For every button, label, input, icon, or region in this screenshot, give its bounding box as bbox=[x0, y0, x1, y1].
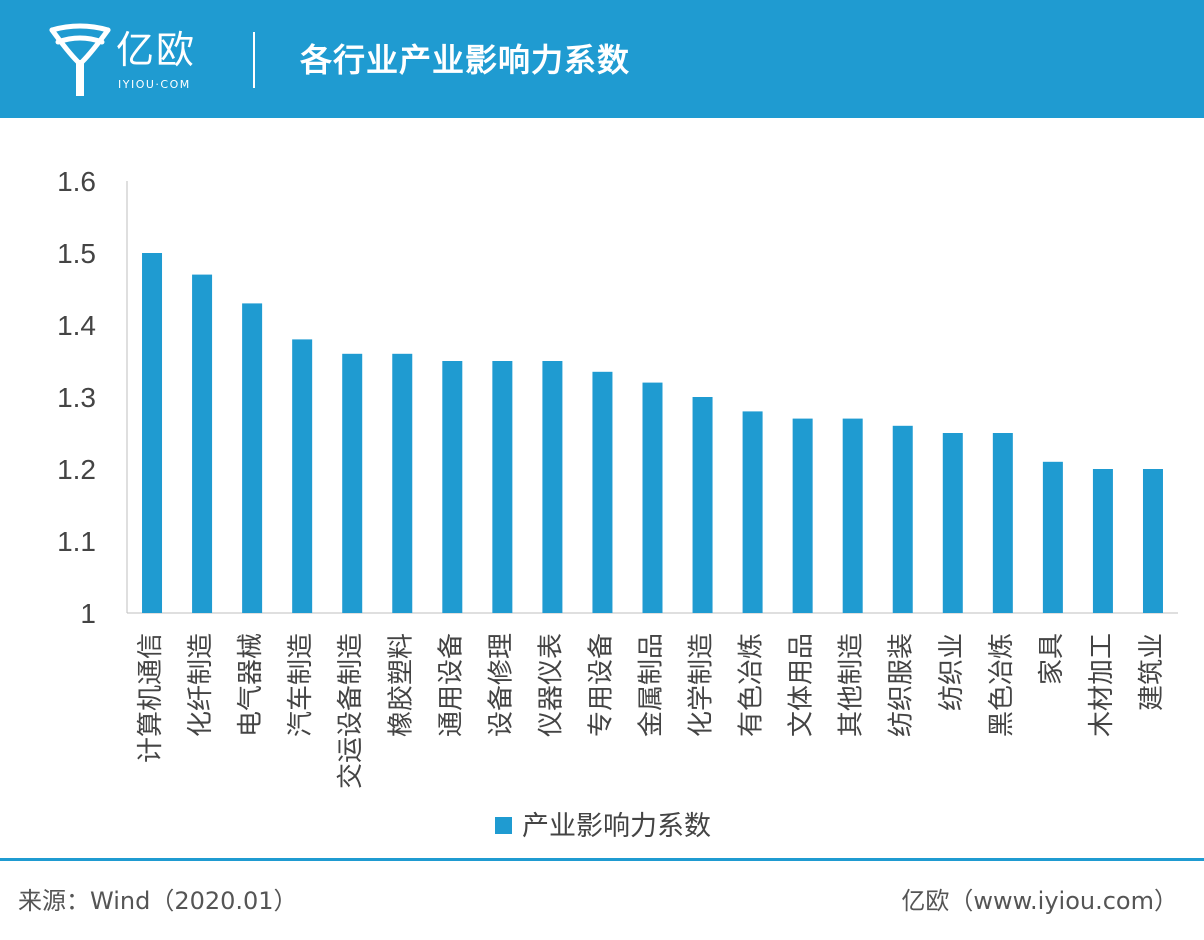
legend-swatch bbox=[495, 817, 512, 834]
x-tick-label: 橡胶塑料 bbox=[386, 633, 416, 737]
x-tick-label: 仪器仪表 bbox=[536, 633, 566, 737]
x-tick-label: 汽车制造 bbox=[286, 633, 316, 737]
bar bbox=[742, 411, 763, 613]
x-tick-label: 电气器械 bbox=[236, 633, 266, 737]
x-tick-label: 纺织业 bbox=[937, 633, 967, 711]
bar bbox=[442, 361, 463, 613]
header-divider bbox=[253, 32, 255, 88]
x-tick-label: 计算机通信 bbox=[136, 633, 166, 763]
bar-chart: 1 1.1 1.2 1.3 1.4 1.5 1.6 计算机通信 化纤制造 电气器械 汽车制造 交运设备… bbox=[57, 166, 1178, 842]
footer-source: 来源：Wind（2020.01） bbox=[18, 887, 298, 915]
footer-brand: 亿欧（www.iyiou.com） bbox=[901, 887, 1178, 915]
bar bbox=[242, 303, 263, 613]
page-title: 各行业产业影响力系数 bbox=[300, 41, 631, 79]
bar bbox=[542, 361, 563, 613]
x-tick-label: 通用设备 bbox=[436, 633, 466, 737]
bar bbox=[692, 397, 713, 613]
y-tick-label: 1.4 bbox=[57, 310, 96, 341]
logo-text: 亿欧 bbox=[116, 28, 197, 72]
x-tick-label: 交运设备制造 bbox=[336, 633, 366, 789]
x-tick-label: 木材加工 bbox=[1087, 633, 1117, 737]
x-tick-label: 有色冶炼 bbox=[737, 633, 767, 737]
header-bar: 亿欧 IYIOU·COM 各行业产业影响力系数 bbox=[0, 0, 1204, 118]
bar bbox=[942, 433, 963, 613]
legend-label: 产业影响力系数 bbox=[522, 811, 711, 842]
y-tick-label: 1.6 bbox=[57, 166, 96, 197]
bar bbox=[792, 418, 813, 613]
bar bbox=[492, 361, 513, 613]
bar bbox=[392, 353, 413, 613]
x-tick-label: 化学制造 bbox=[687, 633, 717, 737]
bar bbox=[292, 339, 313, 613]
bar bbox=[192, 274, 213, 613]
bar bbox=[142, 253, 163, 613]
iyiou-logo-icon bbox=[49, 23, 111, 96]
bar bbox=[1142, 469, 1163, 613]
y-tick-label: 1.2 bbox=[57, 454, 96, 485]
bar bbox=[1042, 461, 1063, 613]
footer-divider bbox=[0, 858, 1204, 861]
x-tick-label: 黑色冶炼 bbox=[987, 633, 1017, 737]
logo-subtext: IYIOU·COM bbox=[118, 78, 191, 91]
x-tick-label: 其他制造 bbox=[837, 633, 867, 737]
y-tick-label: 1.1 bbox=[57, 526, 96, 557]
x-tick-label: 家具 bbox=[1037, 633, 1067, 685]
x-tick-label: 建筑业 bbox=[1137, 633, 1167, 711]
y-tick-label: 1.5 bbox=[57, 238, 96, 269]
bar bbox=[592, 371, 613, 613]
bar bbox=[892, 425, 913, 613]
y-tick-label: 1 bbox=[80, 598, 96, 629]
x-tick-label: 金属制品 bbox=[637, 633, 667, 737]
x-tick-label: 设备修理 bbox=[486, 633, 516, 737]
x-tick-label: 文体用品 bbox=[787, 633, 817, 737]
x-tick-label: 专用设备 bbox=[586, 633, 616, 737]
bar bbox=[992, 433, 1013, 613]
y-tick-label: 1.3 bbox=[57, 382, 96, 413]
x-tick-label: 纺织服装 bbox=[887, 633, 917, 737]
bar bbox=[342, 353, 363, 613]
x-tick-label: 化纤制造 bbox=[186, 633, 216, 737]
bar bbox=[842, 418, 863, 613]
bar bbox=[1092, 469, 1113, 613]
bar bbox=[642, 382, 663, 613]
